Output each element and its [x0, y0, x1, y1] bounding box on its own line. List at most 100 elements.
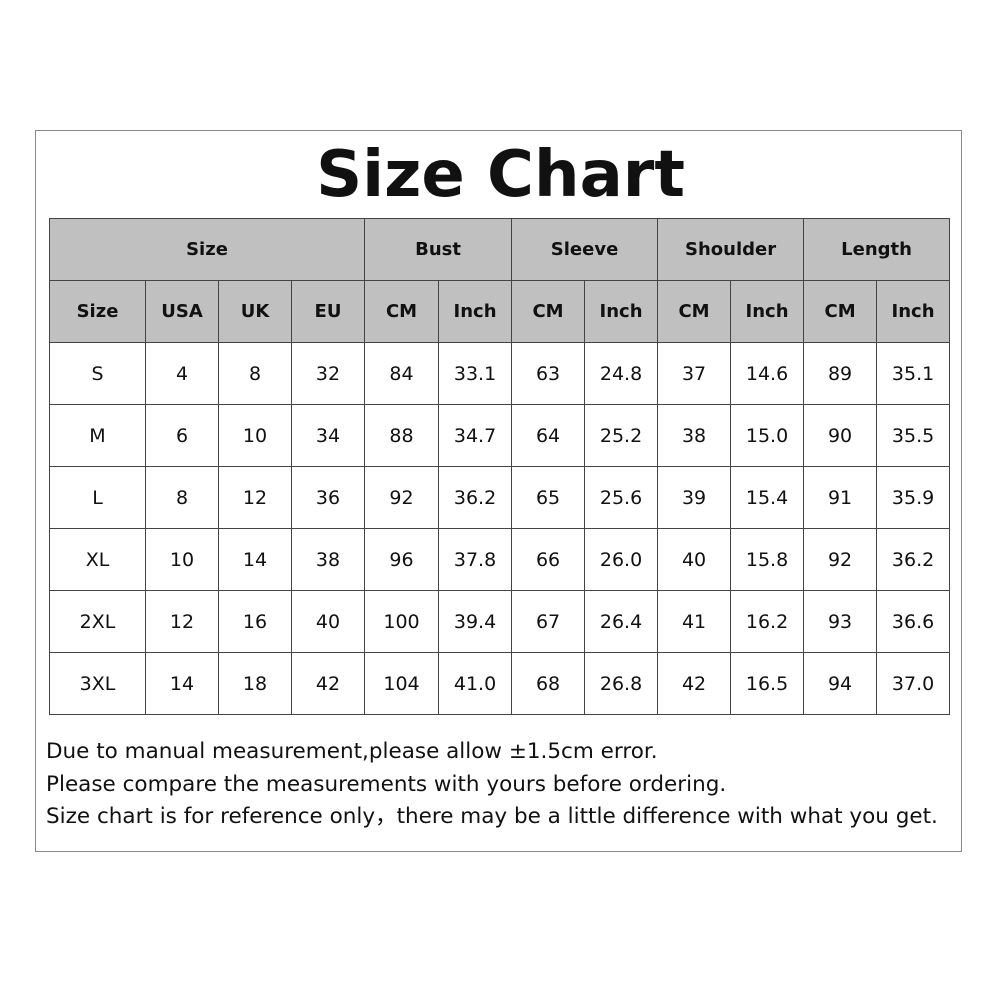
table-cell: 35.9: [876, 466, 951, 529]
table-cell: 10: [218, 404, 292, 467]
table-cell: 68: [511, 652, 586, 715]
table-cell: 10: [145, 528, 219, 591]
table-cell: 26.4: [584, 590, 659, 653]
table-cell: 15.8: [730, 528, 805, 591]
table-cell: 37: [657, 342, 732, 405]
table-cell: 14.6: [730, 342, 805, 405]
table-cell: 94: [803, 652, 878, 715]
note-line: Please compare the measurements with you…: [46, 771, 727, 797]
table-cell: 16.5: [730, 652, 805, 715]
column-header: CM: [364, 280, 440, 343]
table-cell: 41.0: [438, 652, 513, 715]
note-line: Due to manual measurement,please allow ±…: [46, 739, 658, 764]
table-cell: 34: [290, 404, 366, 467]
table-cell: 15.4: [730, 466, 805, 529]
group-header-row: Size Bust Sleeve Shoulder Length: [48, 218, 951, 281]
column-header: USA: [145, 280, 219, 343]
table-cell: 34.7: [438, 404, 513, 467]
column-header: CM: [511, 280, 586, 343]
table-cell: 25.2: [584, 404, 659, 467]
sub-header-row: Size USA UK EU CM Inch CM Inch CM Inch CM Inch: [49, 280, 951, 343]
table-cell: 66: [511, 528, 586, 591]
table-cell: 26.0: [584, 528, 659, 591]
column-header: Size: [49, 280, 146, 343]
table-cell: 36: [290, 466, 366, 529]
table-cell: 42: [657, 652, 732, 715]
column-header: Inch: [438, 280, 513, 343]
table-row: L 8 12 36 92 36.2 65 25.6 39 15.4 91 35.9: [49, 466, 951, 529]
table-cell: 26.8: [584, 652, 659, 715]
table-cell: 40: [657, 528, 732, 591]
table-cell: 67: [511, 590, 586, 653]
column-header: CM: [803, 280, 878, 343]
table-cell: 12: [145, 590, 219, 653]
table-cell: 35.5: [876, 404, 951, 467]
table-cell: 3XL: [49, 652, 146, 715]
table-cell: 92: [364, 466, 440, 529]
table-row: 2XL 12 16 40 100 39.4 67 26.4 41 16.2 93 36.6: [49, 590, 951, 653]
column-header: Inch: [876, 280, 951, 343]
table-cell: 18: [218, 652, 292, 715]
table-cell: 37.8: [438, 528, 513, 591]
table-cell: 12: [218, 466, 292, 529]
group-header: Size: [48, 218, 366, 281]
table-cell: 24.8: [584, 342, 659, 405]
column-header: Inch: [730, 280, 805, 343]
table-row: M 6 10 34 88 34.7 64 25.2 38 15.0 90 35.5: [49, 404, 951, 467]
group-header: Sleeve: [511, 218, 659, 281]
table-cell: XL: [49, 528, 146, 591]
note-line: Size chart is for reference only，there m…: [46, 804, 938, 829]
table-cell: 36.2: [876, 528, 951, 591]
table-row: S 4 8 32 84 33.1 63 24.8 37 14.6 89 35.1: [49, 342, 951, 405]
table-cell: 6: [145, 404, 219, 467]
table-cell: 90: [803, 404, 878, 467]
table-body: S 4 8 32 84 33.1 63 24.8 37 14.6 89 35.1 M 6 10 34 88 34.…: [49, 342, 951, 715]
table-cell: 38: [290, 528, 366, 591]
table-cell: 100: [364, 590, 440, 653]
table-cell: M: [49, 404, 146, 467]
column-header: UK: [218, 280, 292, 343]
table-cell: 15.0: [730, 404, 805, 467]
table-cell: 8: [145, 466, 219, 529]
group-header: Length: [803, 218, 951, 281]
size-table: Size Bust Sleeve Shoulder Length Size USA UK EU…: [48, 218, 951, 715]
table-cell: 41: [657, 590, 732, 653]
table-cell: L: [49, 466, 146, 529]
table-cell: 104: [364, 652, 440, 715]
table-cell: 63: [511, 342, 586, 405]
table-cell: 33.1: [438, 342, 513, 405]
table-cell: 4: [145, 342, 219, 405]
table-cell: 14: [145, 652, 219, 715]
table-cell: 16.2: [730, 590, 805, 653]
table-cell: 96: [364, 528, 440, 591]
group-header: Bust: [364, 218, 513, 281]
table-cell: 88: [364, 404, 440, 467]
table-cell: 92: [803, 528, 878, 591]
table-cell: 39.4: [438, 590, 513, 653]
table-cell: 37.0: [876, 652, 951, 715]
table-cell: 84: [364, 342, 440, 405]
table-cell: S: [49, 342, 146, 405]
table-cell: 36.2: [438, 466, 513, 529]
table-cell: 38: [657, 404, 732, 467]
table-cell: 32: [290, 342, 366, 405]
table-cell: 35.1: [876, 342, 951, 405]
table-cell: 8: [218, 342, 292, 405]
notes: Due to manual measurement,please allow ±…: [46, 736, 938, 834]
table-cell: 64: [511, 404, 586, 467]
table-cell: 39: [657, 466, 732, 529]
table-cell: 42: [290, 652, 366, 715]
table-cell: 89: [803, 342, 878, 405]
table-cell: 91: [803, 466, 878, 529]
table-cell: 2XL: [49, 590, 146, 653]
column-header: Inch: [584, 280, 659, 343]
table-cell: 36.6: [876, 590, 951, 653]
table-row: 3XL 14 18 42 104 41.0 68 26.8 42 16.5 94 37.0: [49, 652, 951, 715]
table-cell: 65: [511, 466, 586, 529]
table-row: XL 10 14 38 96 37.8 66 26.0 40 15.8 92 36.2: [49, 528, 951, 591]
table-cell: 25.6: [584, 466, 659, 529]
table-cell: 14: [218, 528, 292, 591]
chart-frame: [35, 130, 962, 852]
table-cell: 16: [218, 590, 292, 653]
group-header: Shoulder: [657, 218, 805, 281]
